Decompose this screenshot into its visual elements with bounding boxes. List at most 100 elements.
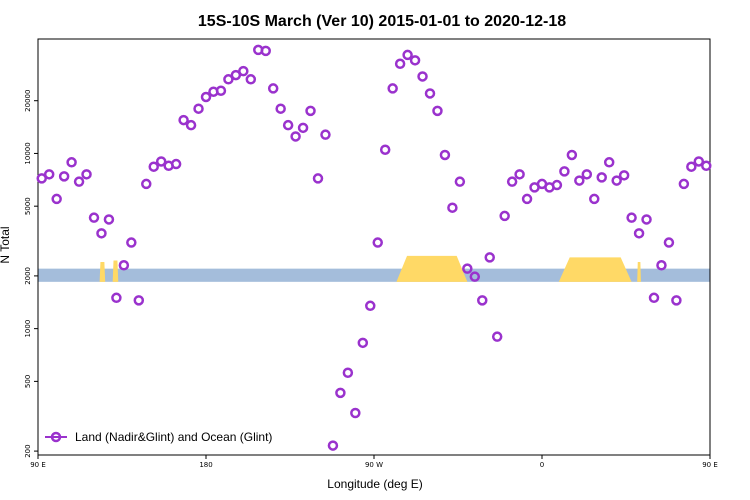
- data-point: [648, 292, 660, 304]
- x-axis-label: Longitude (deg E): [327, 477, 422, 491]
- data-point: [357, 337, 369, 349]
- data-point: [245, 74, 257, 85]
- data-point: [626, 212, 637, 223]
- data-point: [170, 158, 182, 170]
- data-point: [320, 129, 331, 140]
- y-tick-label: 500: [24, 375, 32, 388]
- data-point: [469, 271, 481, 282]
- data-point: [656, 260, 667, 271]
- data-point: [200, 91, 212, 103]
- plot-frame: [37, 38, 711, 456]
- data-point: [230, 69, 242, 81]
- y-axis-label: N Total: [0, 226, 12, 263]
- data-point: [394, 58, 406, 70]
- data-point: [282, 119, 294, 131]
- data-point: [342, 367, 354, 379]
- y-tick-label: 2000: [24, 267, 32, 285]
- data-point: [238, 65, 249, 77]
- data-point: [327, 440, 339, 451]
- plot-area: [38, 255, 710, 282]
- data-point: [350, 407, 361, 419]
- data-point: [477, 295, 488, 306]
- data-point: [73, 176, 85, 187]
- data-point: [559, 166, 570, 177]
- data-point: [663, 237, 675, 248]
- data-point: [566, 149, 578, 161]
- data-point: [387, 83, 398, 94]
- data-point: [36, 173, 47, 184]
- data-point: [439, 149, 451, 161]
- data-point: [417, 71, 428, 82]
- y-tick-label: 1000: [24, 320, 32, 338]
- data-point: [409, 55, 421, 66]
- data-point: [678, 178, 690, 190]
- data-point: [499, 210, 510, 222]
- land-segment: [396, 255, 468, 282]
- y-tick-label: 200: [24, 444, 32, 457]
- x-tick-label: 90 E: [702, 461, 718, 469]
- data-point: [641, 214, 652, 225]
- x-axis-ticks: 90 E 180 90 W 0 90 E: [30, 455, 718, 469]
- data-point: [88, 212, 100, 223]
- data-point: [312, 173, 324, 184]
- data-point: [671, 295, 682, 306]
- data-point: [379, 144, 391, 155]
- data-point: [155, 156, 167, 167]
- data-point: [574, 175, 585, 186]
- data-point: [372, 237, 383, 248]
- data-point: [618, 170, 630, 181]
- data-point: [111, 292, 122, 304]
- data-point: [193, 103, 204, 114]
- data-point: [66, 157, 77, 168]
- data-point: [260, 45, 271, 57]
- land-segment: [637, 262, 641, 282]
- data-point: [148, 161, 159, 172]
- data-point: [596, 172, 607, 183]
- y-axis-ticks: 200 500 1000 2000 5000 10000 20000: [24, 90, 38, 458]
- data-point: [402, 49, 413, 61]
- data-point: [551, 179, 563, 191]
- data-point: [447, 202, 458, 213]
- data-point: [223, 74, 234, 85]
- data-point: [81, 169, 92, 180]
- land-segment: [99, 262, 106, 282]
- legend-marker: [50, 431, 62, 443]
- data-point: [432, 105, 443, 117]
- data-point: [589, 193, 600, 205]
- y-tick-label: 5000: [24, 197, 32, 215]
- data-point: [506, 176, 518, 187]
- x-tick-label: 90 W: [365, 461, 383, 469]
- data-point: [126, 237, 137, 248]
- data-point: [297, 122, 309, 134]
- data-point: [491, 331, 503, 342]
- data-point: [58, 171, 70, 182]
- y-tick-label: 10000: [24, 142, 32, 164]
- y-tick-label: 20000: [24, 90, 32, 112]
- data-point: [275, 103, 286, 114]
- data-point: [215, 85, 227, 96]
- data-point: [521, 193, 533, 205]
- data-point: [96, 228, 107, 239]
- data-point: [484, 252, 495, 263]
- ocean-band: [38, 268, 710, 282]
- data-point: [43, 169, 55, 180]
- data-point: [51, 193, 62, 205]
- data-point: [141, 178, 152, 190]
- data-point: [603, 157, 615, 168]
- data-point: [133, 295, 145, 306]
- land-segment: [112, 260, 119, 282]
- data-point: [462, 263, 473, 274]
- x-tick-label: 90 E: [30, 461, 46, 469]
- data-points: [36, 44, 712, 451]
- data-point: [514, 169, 525, 180]
- data-point: [267, 83, 279, 94]
- data-point: [454, 176, 466, 187]
- data-point: [335, 387, 346, 399]
- data-point: [290, 131, 301, 142]
- data-point: [701, 160, 712, 172]
- data-point: [185, 119, 197, 131]
- data-point: [633, 228, 645, 239]
- data-point: [686, 161, 697, 172]
- data-point: [365, 300, 376, 312]
